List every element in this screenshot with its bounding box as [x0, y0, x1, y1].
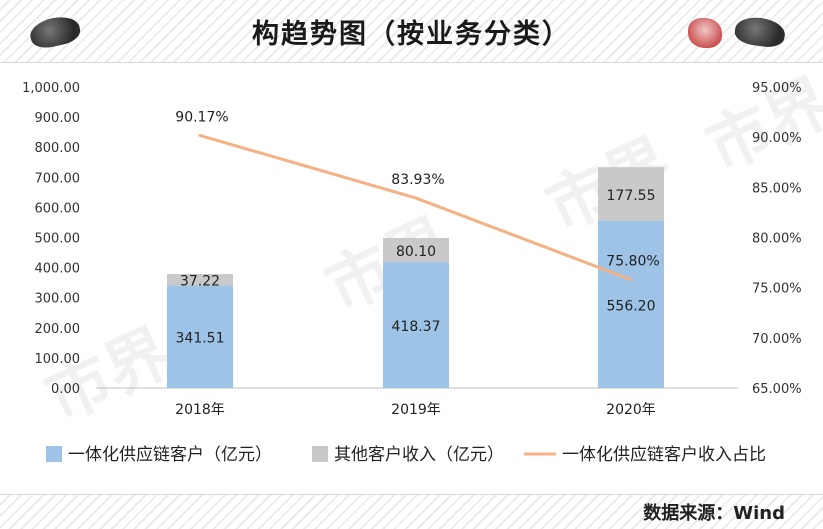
data-label-supply-chain: 341.51	[176, 331, 225, 347]
y2-tick-label: 65.00%	[752, 382, 802, 397]
y-tick-label: 600.00	[35, 201, 81, 216]
x-tick-label: 2020年	[606, 402, 656, 418]
y2-tick-label: 70.00%	[752, 332, 802, 347]
y-tick-label: 400.00	[35, 262, 81, 277]
data-label-supply-chain: 418.37	[392, 319, 441, 335]
data-label-ratio: 83.93%	[391, 172, 444, 188]
bars: 341.51 37.22 418.37 80.10 556.20 177.55	[167, 167, 664, 388]
y-tick-label: 700.00	[35, 171, 81, 186]
legend-swatch-other-clients	[312, 446, 328, 462]
legend-label-ratio: 一体化供应链客户收入占比	[562, 445, 766, 465]
bar-supply-chain	[598, 220, 664, 388]
bar-other-clients	[383, 237, 449, 263]
data-label-other-clients: 177.55	[607, 188, 656, 204]
legend: 一体化供应链客户（亿元） 其他客户收入（亿元） 一体化供应链客户收入占比	[46, 445, 766, 465]
source-note: 数据来源：Wind	[643, 503, 785, 524]
y2-tick-label: 90.00%	[752, 131, 802, 146]
footer-band	[0, 494, 823, 529]
data-label-other-clients: 80.10	[396, 244, 436, 260]
axes: 0.00 100.00 200.00 300.00 400.00 500.00 600.00…	[22, 81, 801, 418]
bar-supply-chain	[167, 285, 233, 388]
bar-other-clients	[598, 167, 664, 221]
y-tick-label: 100.00	[35, 352, 81, 367]
data-label-ratio: 75.80%	[606, 254, 659, 270]
data-label-other-clients: 37.22	[180, 274, 220, 290]
legend-swatch-supply-chain	[46, 446, 62, 462]
y2-tick-label: 75.00%	[752, 282, 802, 297]
y-tick-label: 0.00	[51, 382, 80, 397]
x-tick-label: 2019年	[391, 402, 441, 418]
y-tick-label: 900.00	[35, 111, 81, 126]
y2-tick-label: 95.00%	[752, 81, 802, 96]
bar-other-clients	[167, 274, 233, 286]
y-tick-label: 300.00	[35, 292, 81, 307]
y-tick-label: 1,000.00	[22, 81, 80, 96]
legend-label-other-clients: 其他客户收入（亿元）	[334, 445, 504, 465]
chart-title: 构趋势图（按业务分类）	[252, 19, 571, 50]
bar-supply-chain	[383, 262, 449, 388]
decorative-shape-right-red	[688, 18, 722, 48]
x-tick-label: 2018年	[175, 402, 225, 418]
chart: 市界市界市界市界 0.00100.00200.00300.00400.00500…	[22, 65, 823, 465]
data-label-supply-chain: 556.20	[607, 298, 656, 314]
title-band	[0, 0, 823, 63]
y-tick-label: 800.00	[35, 141, 81, 156]
y2-tick-label: 85.00%	[752, 181, 802, 196]
ratio-line: 90.17% 83.93% 75.80%	[175, 109, 660, 282]
y2-tick-label: 80.00%	[752, 232, 802, 247]
legend-label-supply-chain: 一体化供应链客户（亿元）	[68, 445, 272, 465]
data-label-ratio: 90.17%	[175, 109, 228, 125]
y-tick-label: 500.00	[35, 232, 81, 247]
ratio-line-path	[198, 133, 633, 282]
y-tick-label: 200.00	[35, 322, 81, 337]
